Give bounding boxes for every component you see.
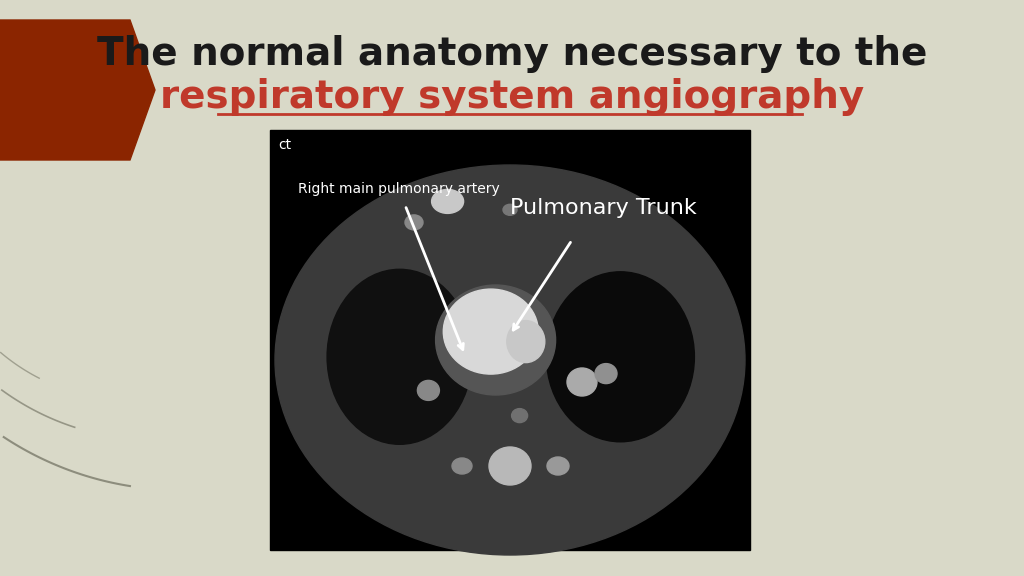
Polygon shape [0,20,155,160]
Text: ct: ct [278,138,291,152]
Ellipse shape [452,458,472,474]
Ellipse shape [327,270,472,444]
Ellipse shape [431,190,464,213]
Ellipse shape [503,204,517,215]
Ellipse shape [275,165,745,555]
Ellipse shape [435,285,556,395]
Ellipse shape [595,363,617,384]
Ellipse shape [489,447,531,485]
Text: Right main pulmonary artery: Right main pulmonary artery [298,182,500,196]
Ellipse shape [567,368,597,396]
Ellipse shape [418,380,439,400]
Text: respiratory system angiography: respiratory system angiography [160,78,864,116]
Ellipse shape [512,408,527,423]
Bar [270,130,750,550]
Ellipse shape [443,289,539,374]
Ellipse shape [507,321,545,363]
Ellipse shape [547,457,569,475]
Text: The normal anatomy necessary to the: The normal anatomy necessary to the [97,35,927,73]
Ellipse shape [406,215,423,230]
Ellipse shape [547,272,694,442]
Text: Pulmonary Trunk: Pulmonary Trunk [510,198,696,218]
